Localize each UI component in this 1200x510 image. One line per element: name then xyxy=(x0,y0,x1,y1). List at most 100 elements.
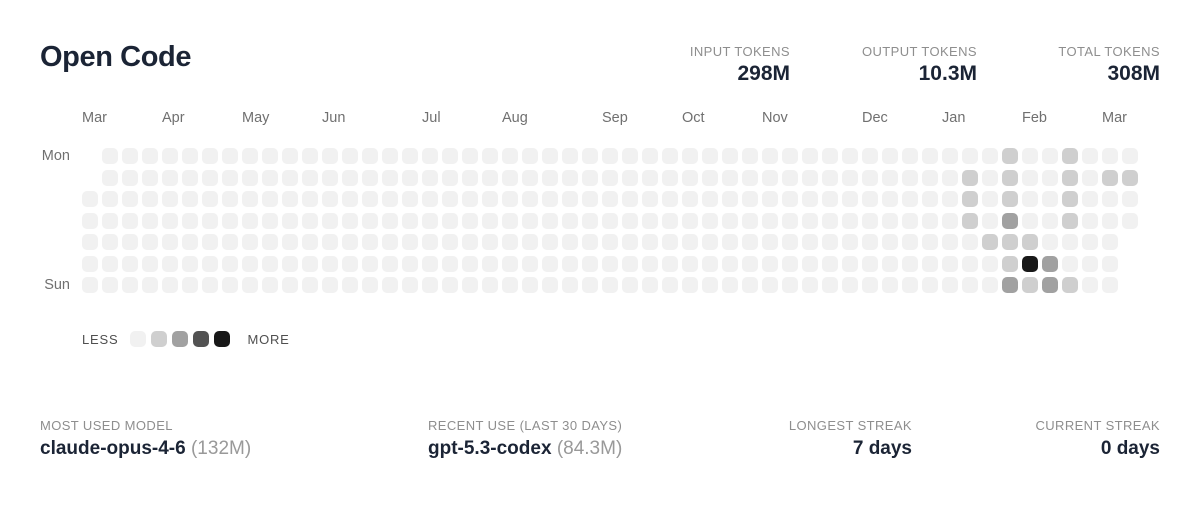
heatmap-cell[interactable] xyxy=(122,148,138,164)
heatmap-cell[interactable] xyxy=(802,234,818,250)
heatmap-cell[interactable] xyxy=(502,191,518,207)
heatmap-cell[interactable] xyxy=(842,169,858,186)
heatmap-cell[interactable] xyxy=(1102,148,1118,164)
heatmap-cell[interactable] xyxy=(302,277,318,293)
heatmap-cell[interactable] xyxy=(942,212,958,229)
heatmap-cell[interactable] xyxy=(702,169,718,186)
heatmap-cell[interactable] xyxy=(1102,255,1118,272)
heatmap-cell[interactable] xyxy=(342,234,358,250)
heatmap-cell[interactable] xyxy=(1022,169,1038,186)
heatmap-cell[interactable] xyxy=(222,169,238,186)
heatmap-cell[interactable] xyxy=(122,212,138,229)
heatmap-cell[interactable] xyxy=(942,148,958,164)
heatmap-cell[interactable] xyxy=(82,255,98,272)
heatmap-cell[interactable] xyxy=(442,169,458,186)
heatmap-cell[interactable] xyxy=(922,191,938,207)
heatmap-cell[interactable] xyxy=(482,255,498,272)
heatmap-cell[interactable] xyxy=(322,255,338,272)
heatmap-cell[interactable] xyxy=(262,148,278,164)
heatmap-cell[interactable] xyxy=(182,234,198,250)
heatmap-cell[interactable] xyxy=(182,148,198,164)
heatmap-cell[interactable] xyxy=(1062,212,1078,229)
heatmap-cell[interactable] xyxy=(162,191,178,207)
heatmap-cell[interactable] xyxy=(782,191,798,207)
heatmap-cell[interactable] xyxy=(562,277,578,293)
heatmap-cell[interactable] xyxy=(1082,169,1098,186)
heatmap-cell[interactable] xyxy=(942,234,958,250)
heatmap-cell[interactable] xyxy=(962,277,978,293)
heatmap-cell[interactable] xyxy=(922,255,938,272)
heatmap-cell[interactable] xyxy=(342,255,358,272)
heatmap-cell[interactable] xyxy=(582,277,598,293)
heatmap-cell[interactable] xyxy=(662,169,678,186)
heatmap-cell[interactable] xyxy=(102,148,118,164)
heatmap-cell[interactable] xyxy=(302,212,318,229)
heatmap-cell[interactable] xyxy=(562,148,578,164)
heatmap-cell[interactable] xyxy=(442,212,458,229)
heatmap-cell[interactable] xyxy=(682,212,698,229)
heatmap-cell[interactable] xyxy=(722,148,738,164)
heatmap-cell[interactable] xyxy=(1062,277,1078,293)
heatmap-cell[interactable] xyxy=(1122,191,1138,207)
heatmap-cell[interactable] xyxy=(802,191,818,207)
heatmap-cell[interactable] xyxy=(742,255,758,272)
heatmap-cell[interactable] xyxy=(142,212,158,229)
heatmap-cell[interactable] xyxy=(1062,169,1078,186)
heatmap-cell[interactable] xyxy=(402,191,418,207)
heatmap-cell[interactable] xyxy=(522,255,538,272)
heatmap-cell[interactable] xyxy=(502,169,518,186)
heatmap-cell[interactable] xyxy=(862,255,878,272)
heatmap-cell[interactable] xyxy=(742,277,758,293)
heatmap-cell[interactable] xyxy=(862,169,878,186)
heatmap-cell[interactable] xyxy=(182,277,198,293)
heatmap-cell[interactable] xyxy=(782,212,798,229)
heatmap-cell[interactable] xyxy=(102,191,118,207)
heatmap-cell[interactable] xyxy=(482,277,498,293)
heatmap-cell[interactable] xyxy=(182,169,198,186)
heatmap-cell[interactable] xyxy=(1042,234,1058,250)
heatmap-cell[interactable] xyxy=(902,191,918,207)
heatmap-cell[interactable] xyxy=(582,148,598,164)
heatmap-cell[interactable] xyxy=(102,234,118,250)
heatmap-cell[interactable] xyxy=(282,169,298,186)
heatmap-cell[interactable] xyxy=(882,255,898,272)
heatmap-cell[interactable] xyxy=(482,191,498,207)
heatmap-cell[interactable] xyxy=(202,148,218,164)
heatmap-cell[interactable] xyxy=(782,277,798,293)
heatmap-cell[interactable] xyxy=(242,148,258,164)
heatmap-cell[interactable] xyxy=(1042,169,1058,186)
heatmap-cell[interactable] xyxy=(402,212,418,229)
heatmap-cell[interactable] xyxy=(762,191,778,207)
heatmap-cell[interactable] xyxy=(1042,148,1058,164)
heatmap-cell[interactable] xyxy=(982,255,998,272)
heatmap-cell[interactable] xyxy=(922,169,938,186)
heatmap-cell[interactable] xyxy=(682,277,698,293)
heatmap-cell[interactable] xyxy=(762,169,778,186)
heatmap-cell[interactable] xyxy=(802,255,818,272)
heatmap-cell[interactable] xyxy=(682,169,698,186)
heatmap-cell[interactable] xyxy=(1042,277,1058,293)
heatmap-cell[interactable] xyxy=(102,212,118,229)
heatmap-cell[interactable] xyxy=(342,169,358,186)
heatmap-cell[interactable] xyxy=(322,212,338,229)
heatmap-cell[interactable] xyxy=(702,191,718,207)
heatmap-cell[interactable] xyxy=(882,169,898,186)
heatmap-cell[interactable] xyxy=(162,255,178,272)
heatmap-cell[interactable] xyxy=(622,191,638,207)
heatmap-cell[interactable] xyxy=(262,212,278,229)
heatmap-cell[interactable] xyxy=(1042,191,1058,207)
heatmap-cell[interactable] xyxy=(442,234,458,250)
heatmap-cell[interactable] xyxy=(542,277,558,293)
heatmap-cell[interactable] xyxy=(982,169,998,186)
heatmap-cell[interactable] xyxy=(902,169,918,186)
heatmap-cell[interactable] xyxy=(702,212,718,229)
heatmap-cell[interactable] xyxy=(962,191,978,207)
heatmap-cell[interactable] xyxy=(842,148,858,164)
heatmap-cell[interactable] xyxy=(322,148,338,164)
heatmap-cell[interactable] xyxy=(922,277,938,293)
heatmap-cell[interactable] xyxy=(842,191,858,207)
heatmap-cell[interactable] xyxy=(102,277,118,293)
heatmap-cell[interactable] xyxy=(282,191,298,207)
heatmap-cell[interactable] xyxy=(142,255,158,272)
heatmap-cell[interactable] xyxy=(422,169,438,186)
